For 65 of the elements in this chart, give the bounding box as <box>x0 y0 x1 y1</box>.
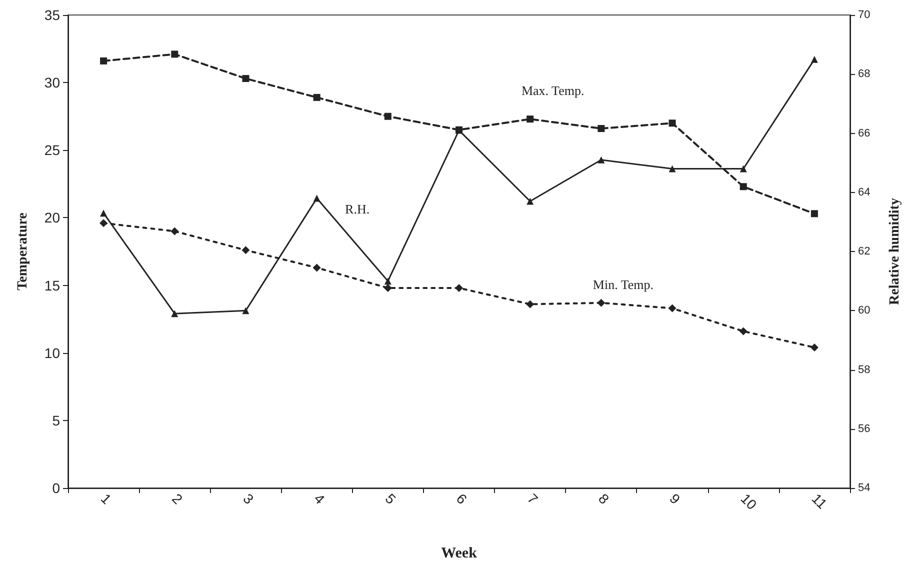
y-tick-label: 15 <box>44 277 60 294</box>
y2-tick-label: 54 <box>858 482 870 494</box>
point <box>810 210 818 218</box>
point <box>668 120 676 127</box>
point <box>526 198 534 205</box>
point <box>384 112 392 120</box>
y2-axis-title: Relative humidity <box>888 198 902 305</box>
annotation: Max. Temp. <box>521 83 584 98</box>
y-tick-label: 35 <box>44 7 60 23</box>
point <box>242 246 250 254</box>
x-axis-title: Week <box>441 546 478 562</box>
point <box>740 183 747 190</box>
y-tick-label: 5 <box>52 412 60 428</box>
y2-tick-label: 62 <box>858 246 870 258</box>
point <box>170 227 179 236</box>
y-tick-label: 10 <box>44 344 60 361</box>
point <box>100 210 108 217</box>
x-tick-label: 11 <box>808 490 831 512</box>
point <box>668 165 676 172</box>
point <box>739 327 748 336</box>
point <box>526 116 534 123</box>
point <box>526 300 534 308</box>
x-tick-label: 10 <box>738 490 760 513</box>
x-tick-label: 2 <box>168 490 186 508</box>
point <box>313 194 320 202</box>
point <box>242 307 250 314</box>
point <box>312 264 321 272</box>
x-tick-label: 1 <box>98 490 115 508</box>
y2-tick-label: 68 <box>858 68 870 80</box>
y-tick-label: 20 <box>44 210 60 226</box>
point <box>598 125 605 132</box>
x-tick-label: 8 <box>596 490 612 508</box>
point <box>384 284 392 292</box>
point <box>598 156 605 164</box>
point <box>668 304 676 312</box>
point <box>171 50 178 58</box>
y-axis-title: Temperature <box>16 212 30 290</box>
point <box>597 298 606 307</box>
x-tick-label: 3 <box>240 490 258 508</box>
annotation: R.H. <box>345 201 370 216</box>
y2-tick-label: 66 <box>858 127 870 140</box>
y2-tick-label: 70 <box>858 9 870 21</box>
annotation: Min. Temp. <box>592 277 654 292</box>
y2-tick-label: 64 <box>858 186 870 198</box>
point <box>100 57 108 64</box>
y2-tick-label: 58 <box>858 364 870 376</box>
point <box>810 56 818 63</box>
point <box>384 278 392 285</box>
x-tick-label: 4 <box>311 490 328 508</box>
y-tick-label: 0 <box>52 480 60 496</box>
point <box>810 343 818 352</box>
point <box>242 75 250 82</box>
point <box>455 284 463 292</box>
y-tick-label: 25 <box>44 142 60 158</box>
y2-tick-label: 60 <box>858 304 870 317</box>
y-tick-label: 30 <box>44 74 60 91</box>
point <box>171 310 178 318</box>
x-tick-label: 7 <box>524 490 542 508</box>
y2-tick-label: 56 <box>858 422 870 435</box>
point <box>313 94 320 101</box>
point <box>100 219 108 228</box>
x-tick-label: 6 <box>453 490 470 508</box>
point <box>740 165 747 172</box>
x-tick-label: 5 <box>382 490 400 508</box>
x-tick-label: 9 <box>666 490 684 508</box>
